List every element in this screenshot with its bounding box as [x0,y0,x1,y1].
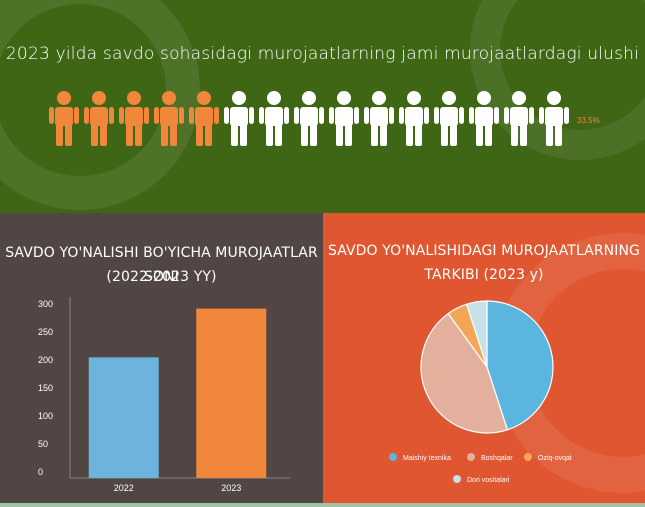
person-icon-highlighted [119,91,149,146]
pie-chart-title-line2: TARKIBI (2023 y) [424,267,544,283]
share-percent-label: 33.5% [577,116,600,125]
bar-chart-title-line1: SAVDO YO'NALISHI BO'YICHA MUROJAATLAR SO… [5,245,318,285]
legend-marker [467,453,475,461]
legend-label: Oziq-ovqat [538,455,572,462]
person-icon [399,91,429,146]
bar-chart-title-line2: (2022-2023 YY) [106,269,217,285]
people-icon-row [49,91,569,146]
legend-marker [524,453,532,461]
person-icon [434,91,464,146]
person-icon [504,91,534,146]
pie-slice-3 [465,300,488,368]
person-icon [224,91,254,146]
y-tick-label: 0 [38,467,43,477]
legend-label: Boshqalar [481,455,513,462]
legend-marker [453,475,461,483]
legend-label: Maishiy texnika [403,455,451,462]
legend-label: Dori vositalari [467,477,510,484]
y-tick-label: 100 [38,411,53,421]
bar-2022 [88,357,159,478]
pie-chart-title-line1: SAVDO YO'NALISHIDAGI MUROJAATLARNING [327,243,641,259]
pie-chart-panel: SAVDO YO'NALISHIDAGI MUROJAATLARNING TAR… [323,213,645,507]
person-icon [364,91,394,146]
bar-2023 [196,308,267,478]
y-tick-label: 150 [38,383,53,393]
pie-chart: Maishiy texnika Boshqalar Oziq-ovqat Dori v… [389,300,572,484]
bottom-accent-bar [0,503,645,507]
person-icon-highlighted [154,91,184,146]
person-icon [539,91,569,146]
bar-chart: 0 50 100 150 200 250 300 2022 2023 [38,297,290,493]
x-tick-label: 2022 [114,483,134,493]
y-tick-label: 200 [38,355,53,365]
person-icon-highlighted [49,91,79,146]
person-icon [469,91,499,146]
y-tick-label: 300 [38,299,53,309]
person-icon-highlighted [189,91,219,146]
person-icon [329,91,359,146]
person-icon-highlighted [84,91,114,146]
person-icon [294,91,324,146]
pie-slice-0 [486,300,554,431]
y-tick-label: 250 [38,327,53,337]
top-banner: 2023 yilda savdo sohasidagi murojaatlarn… [0,0,645,213]
bar-chart-panel: SAVDO YO'NALISHI BO'YICHA MUROJAATLAR SO… [0,213,323,507]
y-tick-label: 50 [38,439,48,449]
legend-marker [389,453,397,461]
infographic-title: 2023 yilda savdo sohasidagi murojaatlarn… [5,44,640,64]
pie-slice-1 [420,312,509,434]
person-icon [259,91,289,146]
x-tick-label: 2023 [221,483,241,493]
